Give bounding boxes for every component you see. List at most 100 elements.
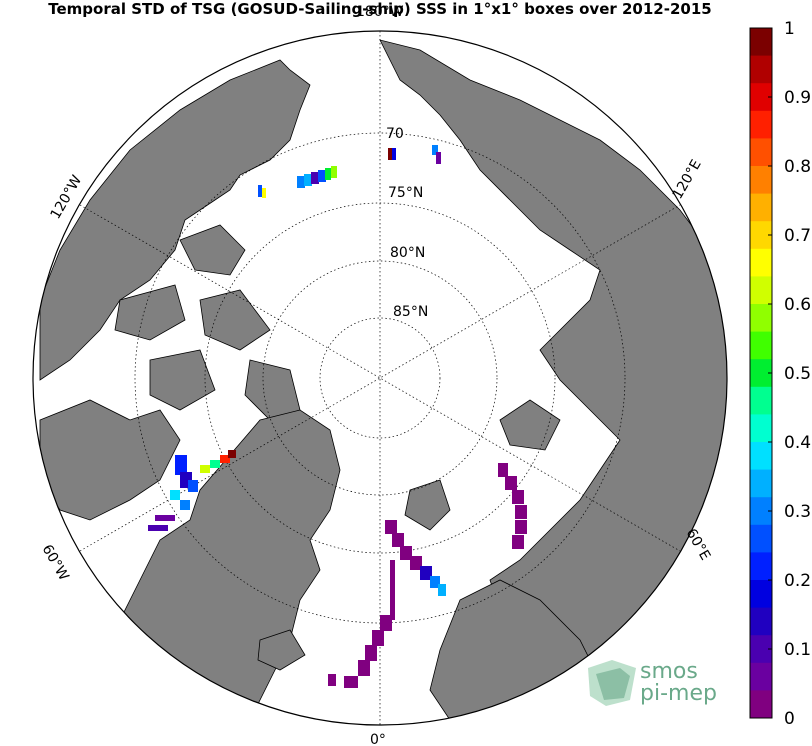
std-box — [380, 615, 392, 631]
std-box — [155, 515, 175, 521]
land-svalbard — [404, 479, 451, 531]
parallel-80 — [262, 260, 498, 496]
land-alaska-canada — [39, 59, 311, 381]
std-box — [228, 450, 236, 458]
colorbar-swatch — [750, 83, 772, 112]
land-arch-4 — [149, 349, 216, 411]
land-arch-1 — [179, 224, 246, 276]
std-box — [210, 460, 220, 468]
std-box — [170, 490, 180, 500]
colorbar-swatch — [750, 497, 772, 526]
colorbar-swatch — [750, 331, 772, 360]
colorbar-swatch — [750, 138, 772, 167]
colorbar-swatch — [750, 55, 772, 84]
std-box — [258, 185, 262, 197]
lon-label-180w: 180°W — [356, 4, 404, 20]
std-box — [515, 505, 527, 519]
std-box — [180, 500, 190, 510]
colorbar-swatch — [750, 193, 772, 222]
meridian-120 — [79, 204, 681, 552]
colorbar-swatch — [750, 552, 772, 581]
std-box — [220, 455, 230, 463]
std-box — [262, 188, 266, 198]
std-box — [392, 148, 396, 160]
std-box — [436, 152, 441, 164]
colorbar-swatch — [750, 304, 772, 333]
colorbar-swatch — [750, 28, 772, 57]
std-box — [311, 172, 319, 184]
std-box — [512, 535, 524, 549]
meridian-60 — [79, 204, 681, 552]
colorbar-swatch — [750, 662, 772, 691]
lat-label-85: 85°N — [393, 304, 428, 320]
colorbar-swatch — [750, 386, 772, 415]
colorbar-tick-label: 0.4 — [784, 433, 811, 453]
colorbar-swatch — [750, 221, 772, 250]
std-box — [188, 480, 198, 492]
std-box — [358, 660, 370, 676]
std-box — [328, 674, 336, 686]
std-box — [410, 556, 422, 570]
std-box — [400, 546, 412, 560]
lat-label-80: 80°N — [390, 245, 425, 261]
std-box — [388, 148, 392, 160]
colorbar-swatch — [750, 469, 772, 498]
lon-label-0: 0° — [370, 732, 386, 746]
colorbar-swatch — [750, 607, 772, 636]
colorbar-swatch — [750, 110, 772, 139]
colorbar-tick-label: 0.8 — [784, 157, 811, 177]
colorbar-swatch — [750, 635, 772, 664]
std-box — [318, 170, 326, 182]
std-box — [498, 463, 508, 477]
std-box — [390, 560, 395, 620]
colorbar-tick-label: 0.1 — [784, 640, 811, 660]
lon-label-120e: 120°E — [670, 157, 705, 202]
lat-label-70: 70 — [386, 126, 404, 142]
std-box — [297, 176, 305, 188]
colorbar-tick-label: 0.3 — [784, 502, 811, 522]
land-arch-3 — [199, 289, 271, 351]
colorbar-swatch — [750, 580, 772, 609]
std-box — [331, 166, 337, 178]
colorbar: 1 0.9 0.8 0.7 0.6 0.5 0.4 0.3 0.2 0.1 0 — [749, 19, 811, 729]
parallel-85 — [319, 317, 441, 439]
lon-label-60e: 60°E — [683, 526, 714, 563]
colorbar-tick-label: 0.5 — [784, 364, 811, 384]
std-box — [432, 145, 438, 155]
land-iceland — [257, 629, 306, 671]
land-novaya-zemlya — [499, 399, 561, 451]
std-box — [304, 174, 312, 186]
colorbar-swatch — [750, 524, 772, 553]
logo-mark-inner — [596, 668, 630, 700]
std-boxes — [148, 145, 527, 688]
std-box — [515, 520, 527, 534]
logo-text-pi-mep: pi-mep — [640, 681, 717, 706]
lon-label-60w: 60°W — [39, 542, 72, 584]
smos-pi-mep-logo: smos pi-mep — [588, 659, 717, 706]
colorbar-swatch — [750, 166, 772, 195]
std-box — [430, 576, 440, 588]
std-box — [438, 584, 446, 596]
colorbar-swatch — [750, 276, 772, 305]
colorbar-tick-label: 0.9 — [784, 88, 811, 108]
std-box — [392, 533, 404, 547]
colorbar-tick-label: 0.7 — [784, 226, 811, 246]
colorbar-swatch — [750, 359, 772, 388]
colorbar-tick-label: 0.6 — [784, 295, 811, 315]
std-box — [175, 455, 187, 475]
colorbar-tick-label: 0.2 — [784, 571, 811, 591]
std-box — [372, 630, 384, 646]
colorbar-swatch — [750, 690, 772, 719]
std-box — [512, 490, 524, 504]
std-box — [505, 476, 517, 490]
std-box — [344, 676, 358, 688]
colorbar-swatch — [750, 442, 772, 471]
lat-label-75: 75°N — [388, 185, 423, 201]
std-box — [200, 465, 210, 473]
colorbar-swatch — [750, 414, 772, 443]
colorbar-swatch — [750, 248, 772, 277]
std-box — [365, 645, 377, 661]
logo-text-smos: smos — [640, 659, 698, 684]
land-arch-2 — [114, 284, 186, 341]
